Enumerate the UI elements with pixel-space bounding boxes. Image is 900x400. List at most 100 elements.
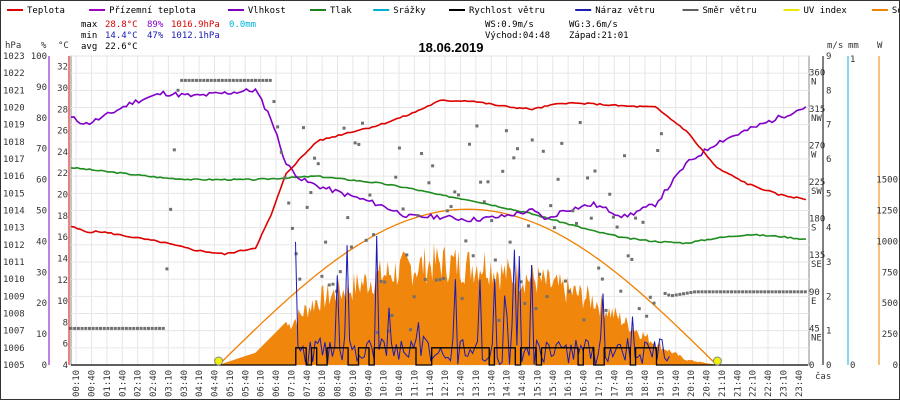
hpa-unit: hPa: [5, 41, 21, 51]
wind-dir-point: [670, 294, 674, 298]
stats-sunrise: Východ:04:48: [485, 31, 550, 41]
wind-dir-point: [777, 290, 781, 294]
x-tick-label: 19:10: [656, 370, 666, 397]
wind-dir-point: [549, 204, 553, 208]
wind-dir-point: [161, 326, 165, 330]
wind-dir-point: [187, 78, 191, 82]
wind-dir-point: [87, 326, 91, 330]
wind-dir-point: [770, 290, 774, 294]
x-tick-label: 19:40: [672, 370, 682, 397]
wind-dir-point: [276, 125, 280, 129]
c-tick-label: 10: [57, 297, 68, 307]
wind-dir-point: [593, 169, 597, 173]
hpa-tick-label: 1015: [3, 189, 25, 199]
wind-dir-point: [327, 283, 331, 287]
wind-dir-point: [213, 78, 217, 82]
wind-dir-point: [737, 290, 741, 294]
wind-dir-point: [560, 141, 564, 145]
wind-dir-point: [774, 290, 778, 294]
wind-dir-point: [634, 216, 638, 220]
wind-dir-point: [84, 326, 88, 330]
x-tick-label: 08:10: [318, 370, 328, 397]
wind-dir-point: [301, 126, 305, 130]
c-tick-label: 6: [63, 340, 68, 350]
pct-tick-label: 10: [36, 330, 47, 340]
deg-tick-label: 315: [809, 105, 825, 115]
pressure-series: [70, 166, 806, 245]
wind-dir-point: [563, 279, 567, 283]
wind-dir-point: [534, 307, 538, 311]
wind-dir-point: [431, 164, 435, 168]
x-tick-label: 14:10: [503, 370, 513, 397]
w-tick-label: 1250: [876, 207, 898, 217]
x-tick-label: 04:40: [211, 370, 221, 397]
dir-tick-label: N: [811, 77, 816, 87]
wind-dir-point: [73, 326, 77, 330]
wind-dir-point: [194, 78, 198, 82]
wind-dir-point: [80, 326, 84, 330]
stats-max-press: 1016.9hPa: [171, 20, 220, 30]
stats-max-temp: 28.8°C: [105, 20, 138, 30]
w-tick-label: 750: [882, 268, 898, 278]
stats-avg-label: avg: [81, 42, 97, 52]
wind-dir-point: [453, 190, 457, 194]
wind-dir-point: [600, 277, 604, 281]
wind-dir-point: [456, 193, 460, 197]
wind-dir-point: [759, 290, 763, 294]
stats-block: max 28.8°C 89% 1016.9hPa 0.0mm min 14.4°…: [81, 20, 629, 52]
temp-line: [70, 99, 807, 256]
wind-dir-point: [789, 290, 793, 294]
wind-dir-point: [663, 291, 667, 295]
wind-dir-point: [394, 175, 398, 179]
wind-dir-point: [442, 276, 446, 280]
wind-dir-point: [556, 177, 560, 181]
wind-dir-point: [390, 313, 394, 317]
wind-dir-point: [748, 290, 752, 294]
c-tick-label: 16: [57, 233, 68, 243]
wind-dir-point: [726, 290, 730, 294]
wind-dir-point: [641, 220, 645, 224]
wind-dir-point: [183, 78, 187, 82]
x-tick-label: 03:10: [164, 370, 174, 397]
w-tick-label: 1500: [876, 176, 898, 186]
wind-dir-point: [397, 146, 401, 150]
wind-dir-point: [202, 78, 206, 82]
wind-dir-point: [519, 280, 523, 284]
hpa-tick-label: 1006: [3, 344, 25, 354]
x-unit: čas: [815, 371, 831, 382]
w-unit: W: [877, 41, 883, 51]
hpa-tick-label: 1018: [3, 138, 25, 148]
wind-dir-point: [800, 290, 804, 294]
wind-dir-point: [257, 78, 261, 82]
wind-dir-point: [497, 318, 501, 322]
wind-dir-point: [545, 295, 549, 299]
c-tick-label: 30: [57, 84, 68, 94]
wind-dir-point: [209, 78, 213, 82]
x-axis: 00:10 00:40 01:10 01:40 02:10 02:40 03:10 03:40…: [72, 370, 805, 397]
hpa-tick-label: 1022: [3, 69, 25, 79]
wind-dir-point: [154, 326, 158, 330]
wind-dir-point: [268, 78, 272, 82]
wind-dir-point: [575, 221, 579, 225]
deg-tick-label: 225: [809, 178, 825, 188]
wind-dir-point: [475, 124, 479, 128]
wind-dir-point: [198, 78, 202, 82]
dir-tick-label: SE: [811, 260, 822, 270]
hpa-tick-label: 1009: [3, 292, 25, 302]
wind-dir-point: [228, 78, 232, 82]
wind-dir-point: [479, 180, 483, 184]
wind-dir-point: [102, 326, 106, 330]
wind-dir-point: [69, 326, 73, 330]
hpa-tick-label: 1019: [3, 121, 25, 131]
temperature-series: [70, 99, 807, 256]
wind-dir-point: [242, 78, 246, 82]
wind-dir-point: [730, 290, 734, 294]
wind-dir-point: [235, 78, 239, 82]
dir-tick-label: S: [811, 224, 816, 234]
deg-tick-label: 90: [809, 288, 820, 298]
solar-series: [218, 243, 717, 365]
legend: Teplota Přízemní teplota Vlhkost Tlak Srážky…: [7, 6, 899, 16]
wind-dir-point: [408, 328, 412, 332]
x-tick-label: 15:40: [549, 370, 559, 397]
left-axes: 1023102210211020101910181017101610151014…: [3, 52, 70, 371]
